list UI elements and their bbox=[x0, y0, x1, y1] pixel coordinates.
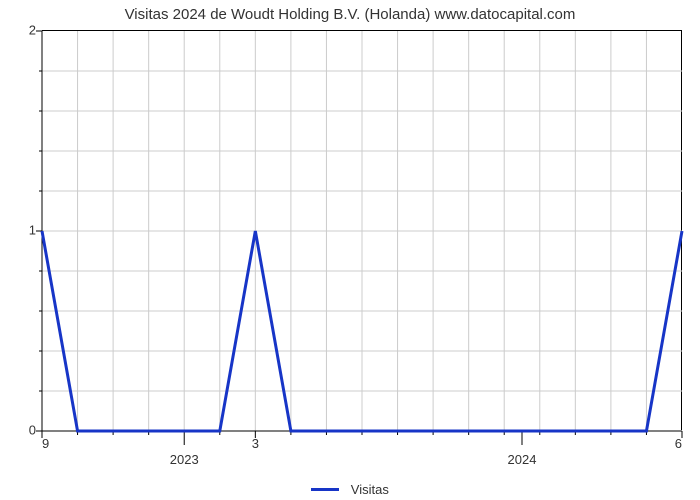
chart-svg bbox=[42, 31, 682, 431]
plot-area bbox=[42, 30, 682, 430]
x-tick-right: 6 bbox=[675, 436, 682, 451]
legend-label: Visitas bbox=[351, 482, 389, 497]
x-year-0: 2023 bbox=[170, 452, 199, 467]
x-year-1: 2024 bbox=[508, 452, 537, 467]
chart-title: Visitas 2024 de Woudt Holding B.V. (Hola… bbox=[0, 6, 700, 23]
x-tick-mid: 3 bbox=[252, 436, 259, 451]
y-tick-2: 2 bbox=[6, 23, 36, 38]
y-tick-1: 1 bbox=[6, 223, 36, 238]
legend: Visitas bbox=[0, 481, 700, 497]
x-tick-left: 9 bbox=[42, 436, 49, 451]
line-chart: Visitas 2024 de Woudt Holding B.V. (Hola… bbox=[0, 0, 700, 500]
y-tick-0: 0 bbox=[6, 423, 36, 438]
legend-swatch bbox=[311, 488, 339, 491]
